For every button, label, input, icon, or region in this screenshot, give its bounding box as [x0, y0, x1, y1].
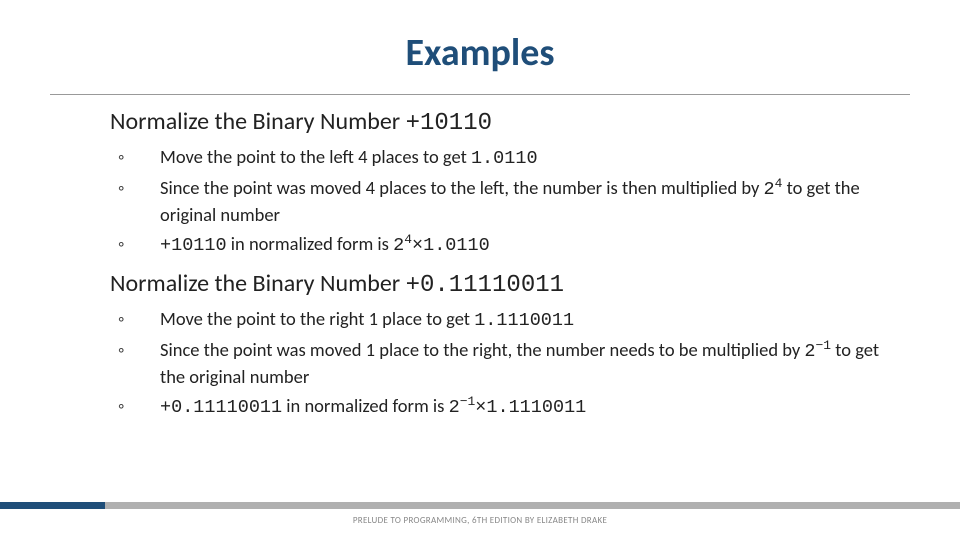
s1b2-base: 2 [764, 179, 775, 200]
s2b2-base: 2 [804, 341, 815, 362]
footer-bar-accent [0, 502, 105, 509]
title-divider [50, 94, 910, 95]
s2b3-mono1: +0.11110011 [160, 397, 282, 418]
s1b3-mid: in normalized form is [227, 232, 393, 255]
s2b2-pre: Since the point was moved 1 place to the… [160, 338, 804, 361]
s2b3-mid: in normalized form is [282, 394, 448, 417]
s1b3-mono2: 1.0110 [423, 235, 490, 256]
section-1-heading: Normalize the Binary Number +10110 [110, 107, 910, 137]
section-1-bullet-3: +10110 in normalized form is 24×1.0110 [110, 232, 880, 259]
footer-bar [0, 502, 960, 509]
s1b3-mono1: +10110 [160, 235, 227, 256]
section-2-list: Move the point to the right 1 place to g… [110, 307, 880, 421]
section-1-list: Move the point to the left 4 places to g… [110, 145, 880, 259]
section-1-bullet-2: Since the point was moved 4 places to th… [110, 176, 880, 228]
s2b3-base: 2 [449, 397, 460, 418]
s2b1-text: Move the point to the right 1 place to g… [160, 307, 474, 330]
section-1-heading-text: Normalize the Binary Number [110, 107, 406, 136]
section-1-bullet-1: Move the point to the left 4 places to g… [110, 145, 880, 172]
section-2-heading-mono: +0.11110011 [406, 272, 564, 299]
section-2-bullet-2: Since the point was moved 1 place to the… [110, 338, 880, 390]
s1b3-times: × [412, 235, 423, 256]
section-2-bullet-1: Move the point to the right 1 place to g… [110, 307, 880, 334]
s2b3-exp: −1 [460, 394, 476, 409]
slide-title: Examples [50, 30, 910, 76]
s2b3-times: × [475, 397, 486, 418]
s1b3-exp: 4 [404, 232, 412, 247]
footer-text: PRELUDE TO PROGRAMMING, 6TH EDITION BY E… [0, 515, 960, 526]
s2b1-mono: 1.1110011 [474, 310, 574, 331]
s1b1-text: Move the point to the left 4 places to g… [160, 145, 471, 168]
section-2-heading-text: Normalize the Binary Number [110, 269, 406, 298]
section-1-heading-mono: +10110 [406, 110, 492, 137]
section-2-bullet-3: +0.11110011 in normalized form is 2−1×1.… [110, 394, 880, 421]
section-2-heading: Normalize the Binary Number +0.11110011 [110, 269, 910, 299]
s2b2-exp: −1 [816, 338, 832, 353]
s1b3-base: 2 [393, 235, 404, 256]
s1b2-pre: Since the point was moved 4 places to th… [160, 176, 764, 199]
slide: Examples Normalize the Binary Number +10… [0, 0, 960, 540]
s1b1-mono: 1.0110 [471, 148, 538, 169]
s2b3-mono2: 1.1110011 [486, 397, 586, 418]
slide-footer: PRELUDE TO PROGRAMMING, 6TH EDITION BY E… [0, 502, 960, 526]
